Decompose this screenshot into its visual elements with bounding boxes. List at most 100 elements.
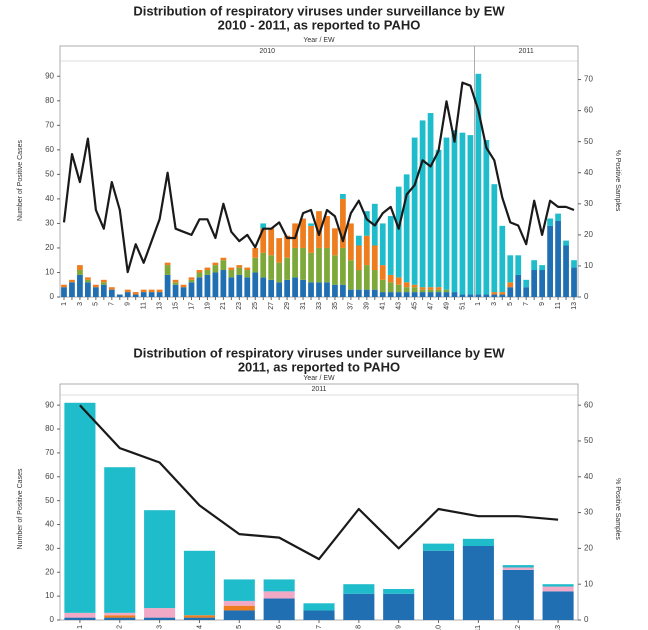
bar-segment bbox=[443, 292, 450, 297]
y-tick-label: 60 bbox=[45, 472, 54, 481]
bar-segment bbox=[387, 292, 394, 297]
bar-segment bbox=[104, 617, 136, 620]
bar-segment bbox=[507, 287, 514, 297]
bar-segment bbox=[263, 591, 295, 599]
bar-segment bbox=[387, 216, 394, 275]
bar-segment bbox=[196, 277, 203, 297]
y2-tick-label: 10 bbox=[584, 261, 593, 270]
bar-segment bbox=[515, 255, 522, 275]
y-tick-label: 30 bbox=[45, 219, 54, 228]
x-tick-label: 1 bbox=[61, 302, 68, 306]
bar-segment bbox=[343, 593, 375, 620]
x-tick-label: 23 bbox=[236, 302, 243, 310]
bar-segment bbox=[403, 174, 410, 283]
x-tick-label: 7 bbox=[109, 302, 116, 306]
x-tick-label: 7 bbox=[523, 302, 530, 306]
bar-segment bbox=[379, 265, 386, 280]
bar-segment bbox=[77, 265, 83, 271]
bar-segment bbox=[348, 289, 354, 297]
bar-segment bbox=[395, 277, 402, 285]
x-tick-label: 13 bbox=[571, 302, 578, 310]
y2-tick-label: 30 bbox=[584, 199, 593, 208]
bar-segment bbox=[348, 223, 354, 261]
bar-segment bbox=[284, 279, 290, 297]
bar-segment bbox=[443, 137, 450, 290]
bar-segment bbox=[332, 228, 338, 256]
bar-segment bbox=[371, 289, 378, 297]
bar-segment bbox=[104, 615, 136, 618]
y2-tick-label: 0 bbox=[584, 292, 589, 301]
bar-segment bbox=[507, 282, 514, 288]
y2-tick-label: 70 bbox=[584, 75, 593, 84]
bar-segment bbox=[252, 257, 259, 273]
bar-segment bbox=[427, 113, 434, 288]
x-tick-label: 43 bbox=[396, 302, 403, 310]
bar-segment bbox=[395, 292, 402, 297]
bar-segment bbox=[164, 265, 171, 275]
bar-segment bbox=[236, 274, 243, 297]
bar-segment bbox=[69, 282, 75, 297]
bar-segment bbox=[403, 287, 410, 293]
bar-segment bbox=[144, 608, 176, 618]
bar-segment bbox=[268, 228, 275, 256]
bar-segment bbox=[419, 292, 426, 297]
bar-segment bbox=[502, 567, 534, 570]
bar-segment bbox=[427, 287, 434, 290]
chart-title: Distribution of respiratory viruses unde… bbox=[133, 345, 505, 360]
bar-segment bbox=[427, 292, 434, 297]
bar-segment bbox=[316, 211, 322, 248]
x-tick-label: 51 bbox=[459, 302, 466, 310]
x-tick-label: 41 bbox=[380, 302, 387, 310]
bar-segment bbox=[92, 284, 99, 288]
bar-segment bbox=[343, 584, 375, 594]
bar-segment bbox=[244, 277, 251, 297]
bar-segment bbox=[260, 277, 267, 297]
x-tick-label: 8 bbox=[356, 625, 363, 629]
bar-segment bbox=[104, 467, 136, 613]
bar-segment bbox=[491, 294, 498, 297]
y-tick-label: 90 bbox=[45, 71, 54, 80]
bar-segment bbox=[156, 292, 163, 297]
bar-segment bbox=[411, 292, 418, 297]
bar-segment bbox=[220, 260, 227, 271]
x-tick-label: 5 bbox=[236, 625, 243, 629]
bar-segment bbox=[183, 617, 216, 620]
x-axis-title: Year / EW bbox=[303, 37, 335, 44]
bar-segment bbox=[324, 247, 330, 283]
bar-segment bbox=[85, 279, 91, 283]
y2-tick-label: 10 bbox=[584, 579, 593, 588]
x-tick-label: 11 bbox=[141, 302, 148, 309]
y2-tick-label: 60 bbox=[584, 400, 593, 409]
bar-segment bbox=[459, 132, 466, 295]
bar-segment bbox=[64, 617, 96, 620]
bar-segment bbox=[531, 260, 538, 271]
x-tick-label: 25 bbox=[252, 302, 259, 310]
line-series bbox=[79, 404, 559, 561]
bar-segment bbox=[132, 292, 139, 295]
bar-segment bbox=[236, 265, 243, 268]
bar-segment bbox=[204, 267, 211, 271]
x-tick-label: 5 bbox=[507, 302, 514, 306]
group-label: 2010 bbox=[259, 48, 275, 55]
bar-segment bbox=[268, 279, 275, 297]
x-tick-label: 45 bbox=[411, 302, 418, 310]
bar-segment bbox=[292, 247, 298, 278]
bar-segment bbox=[148, 289, 155, 293]
bar-segment bbox=[563, 245, 569, 297]
bar-segment bbox=[340, 284, 346, 297]
bar-segment bbox=[539, 270, 546, 297]
bar-segment bbox=[459, 294, 466, 297]
bar-segment bbox=[180, 284, 187, 288]
y-tick-label: 40 bbox=[45, 520, 54, 529]
bar-segment bbox=[515, 274, 522, 297]
bar-segment bbox=[422, 550, 455, 620]
bar-segment bbox=[435, 287, 442, 290]
bar-segment bbox=[542, 584, 574, 587]
bar-segment bbox=[188, 279, 195, 283]
bar-segment bbox=[555, 213, 561, 221]
bar-segment bbox=[531, 270, 538, 297]
bar-segment bbox=[387, 282, 394, 293]
y2-tick-label: 40 bbox=[584, 472, 593, 481]
bar-segment bbox=[395, 186, 402, 278]
bar-segment bbox=[403, 292, 410, 297]
